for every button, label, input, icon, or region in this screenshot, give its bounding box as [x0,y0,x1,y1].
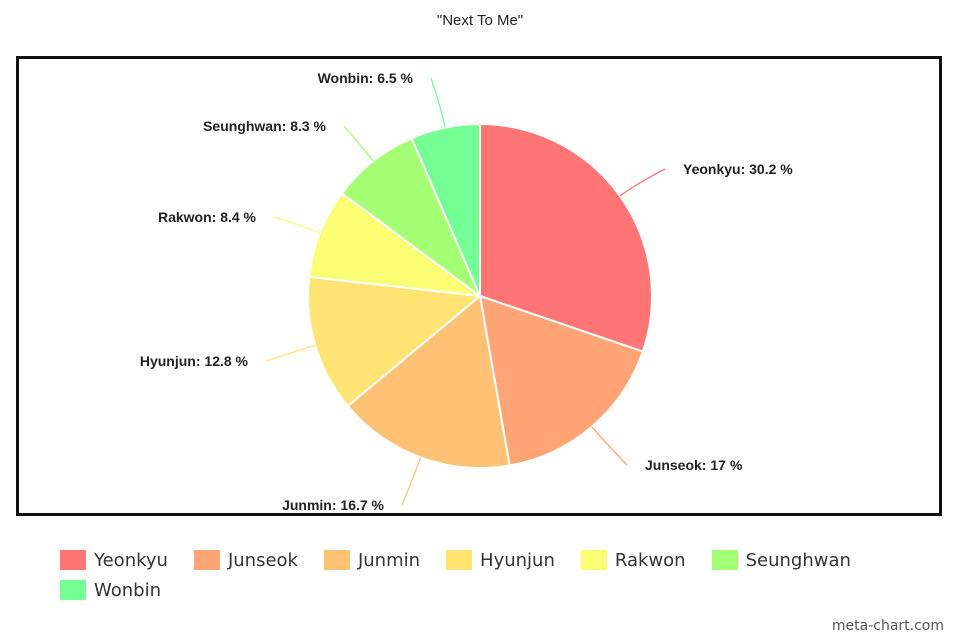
chart-title: "Next To Me" [436,12,524,29]
legend: Yeonkyu Junseok Junmin Hyunjun Rakwon Seunghw… [60,545,940,605]
watermark: meta-chart.com [831,618,944,634]
leader-line-junmin [401,457,422,506]
pie-slice-rakwon [307,191,484,298]
pie-slice-junmin [346,294,511,469]
legend-item-junmin: Junmin [323,545,421,575]
pie-slice-wonbin [410,122,481,297]
legend-label: Hyunjun [480,549,555,571]
leader-line-hyunjun [265,344,316,362]
legend-item-seunghwan: Seunghwan [711,545,851,575]
slice-label-junmin: Junmin: 16.7 % [282,497,384,513]
legend-swatch [193,550,220,570]
legend-item-junseok: Junseok [193,545,298,575]
legend-swatch [60,580,86,600]
legend-label: Yeonkyu [94,549,168,571]
slice-label-junseok: Junseok: 17 % [645,457,743,473]
pie-slice-hyunjun [307,275,483,408]
slice-label-hyunjun: Hyunjun: 12.8 % [140,353,249,369]
plot-area [16,56,942,516]
legend-item-rakwon: Rakwon [580,545,686,575]
legend-label: Junseok [227,549,298,571]
slice-label-seunghwan: Seunghwan: 8.3 % [203,118,326,134]
legend-label: Wonbin [94,579,161,601]
legend-label: Rakwon [614,549,686,571]
leader-line-yeonkyu [619,168,666,197]
leader-line-seunghwan [343,125,374,162]
slice-label-rakwon: Rakwon: 8.4 % [158,209,257,225]
slice-label-wonbin: Wonbin: 6.5 % [318,70,414,86]
leader-line-rakwon [273,216,321,234]
legend-label: Seunghwan [745,549,851,571]
legend-swatch [446,550,473,570]
legend-swatch [580,550,607,570]
legend-item-yeonkyu: Yeonkyu [60,545,168,575]
legend-swatch [711,550,738,570]
leader-line-wonbin [430,77,446,128]
legend-swatch [323,550,350,570]
leader-line-junseok [591,426,628,466]
pie-slice-seunghwan [340,136,483,300]
pie-slice-junseok [478,294,645,467]
legend-swatch [60,550,86,570]
legend-item-hyunjun: Hyunjun [446,545,555,575]
legend-label: Junmin [357,549,421,571]
pie-chart: Yeonkyu: 30.2 % Junseok: 17 % Junmin: 16.7… [140,70,793,513]
legend-item-wonbin: Wonbin [60,575,161,605]
slice-label-yeonkyu: Yeonkyu: 30.2 % [683,161,793,177]
